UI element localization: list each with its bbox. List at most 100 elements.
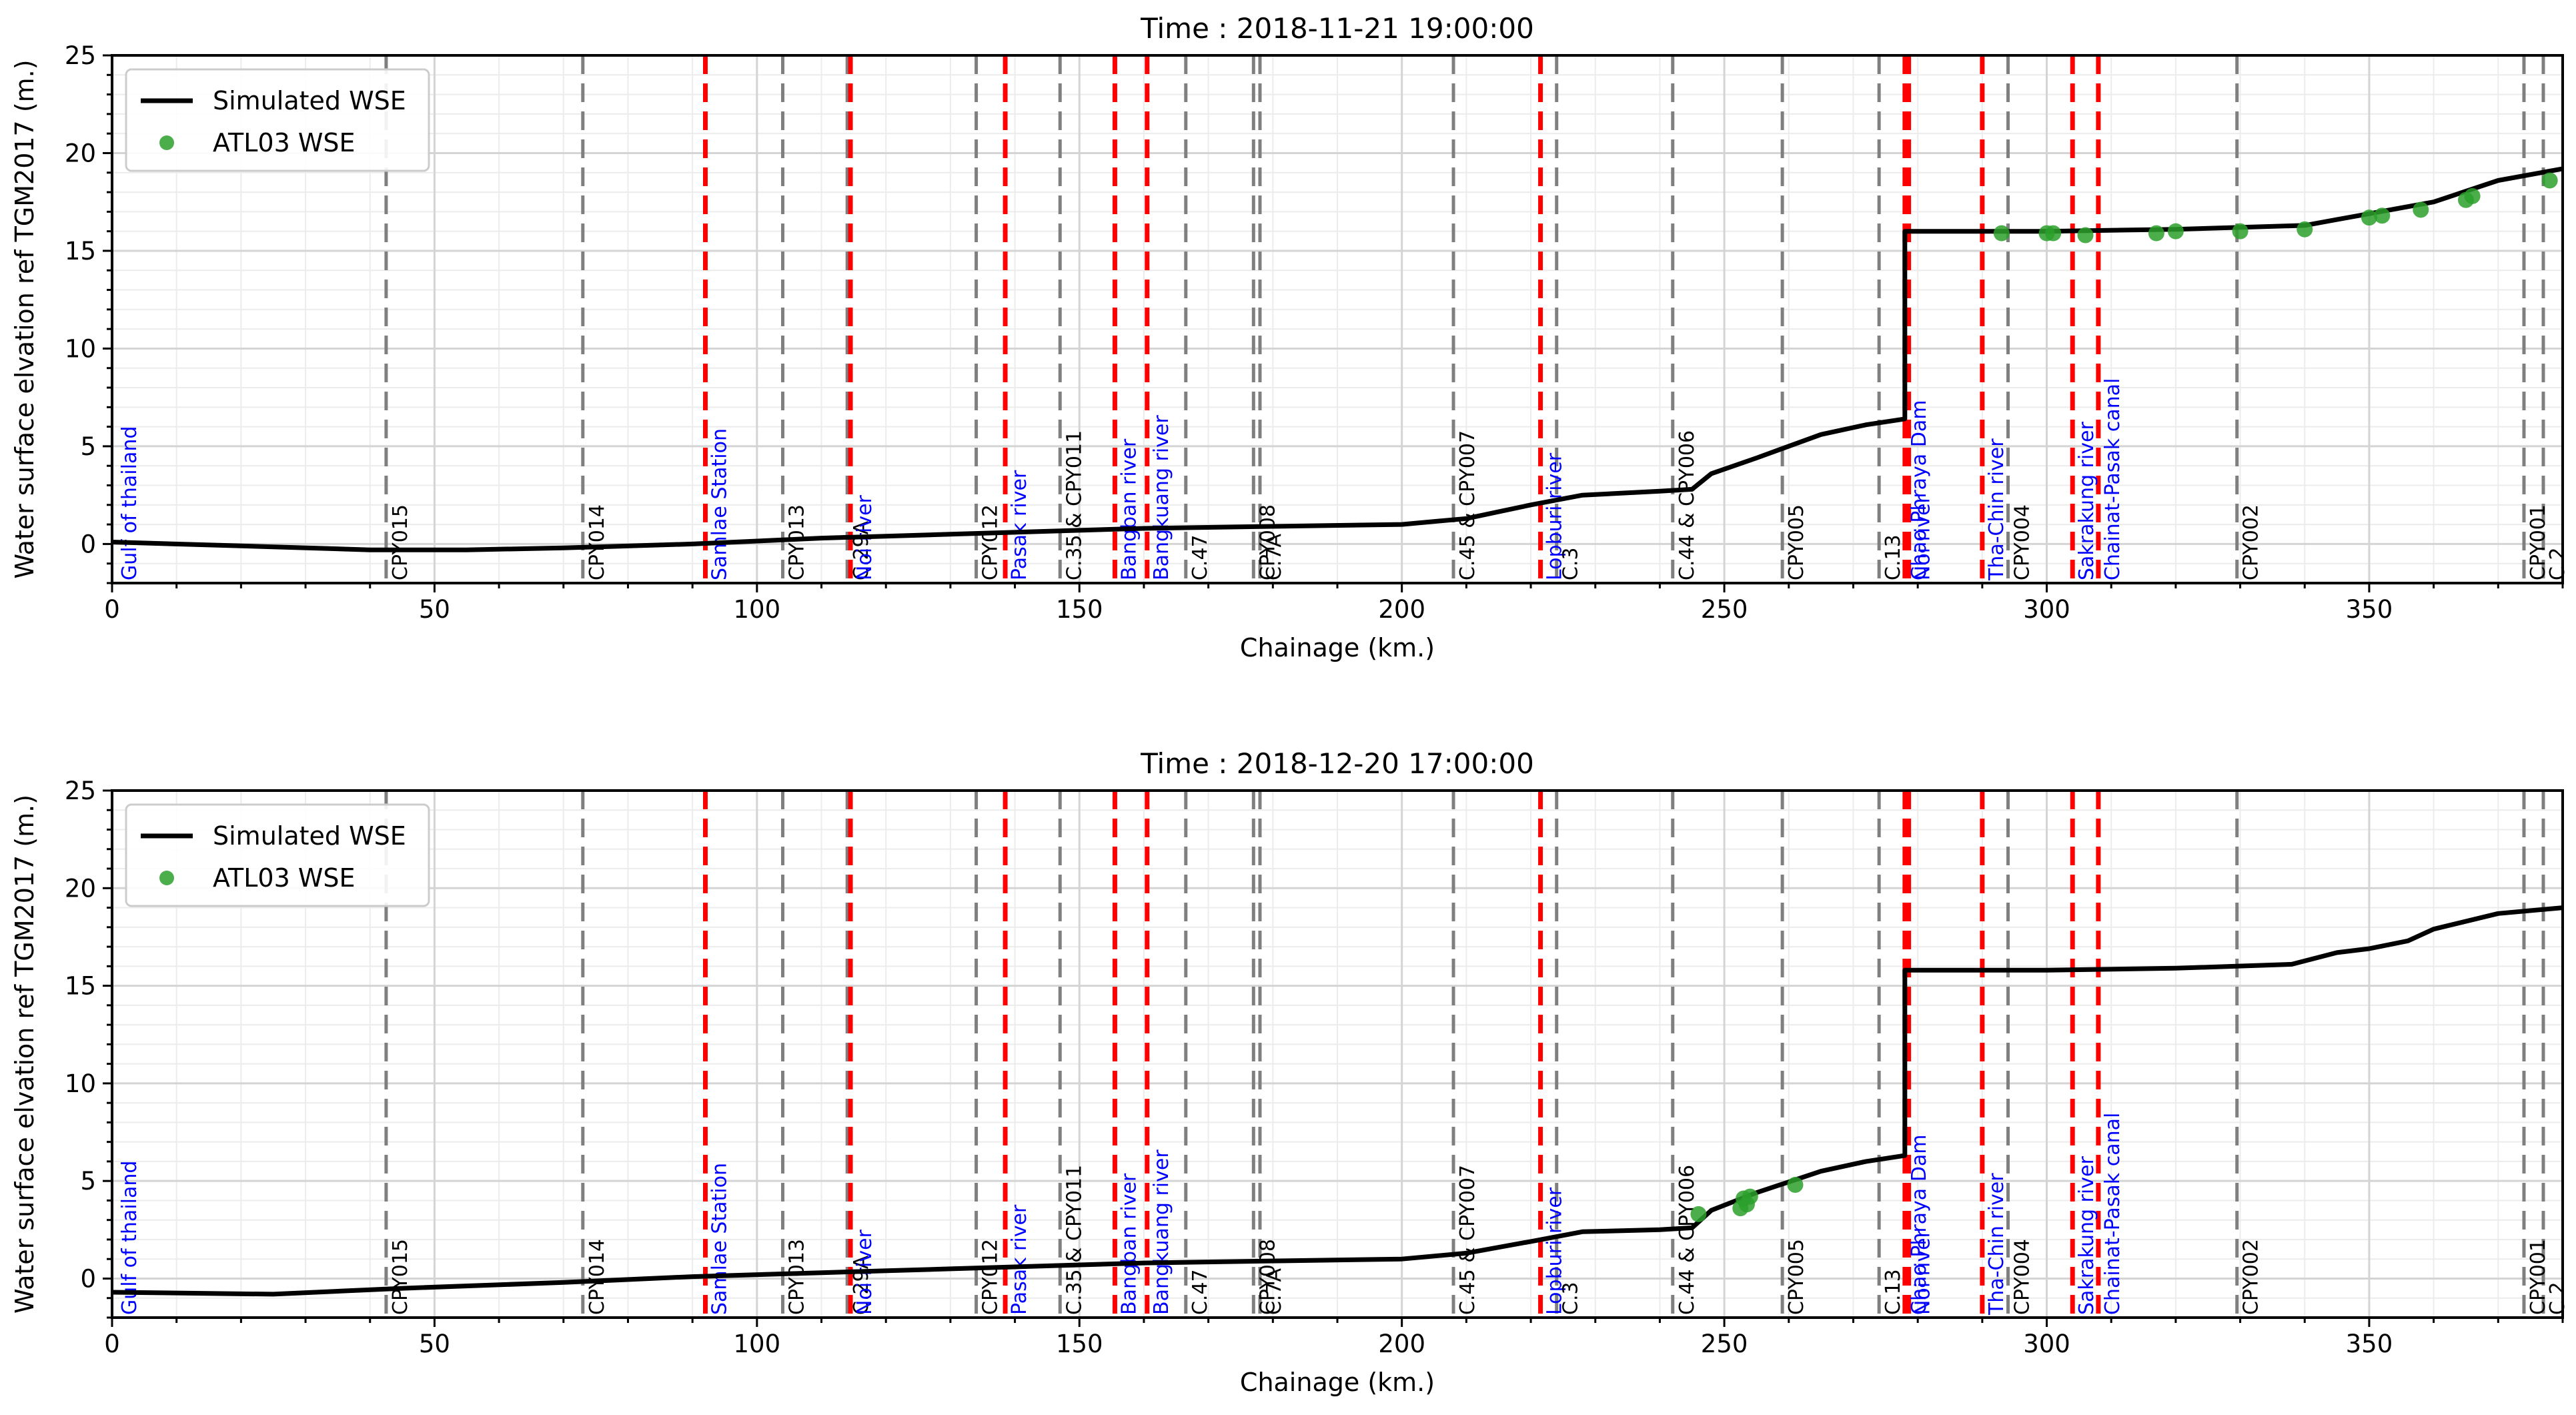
reference-label: CPY012 bbox=[979, 1239, 1003, 1315]
legend-point-swatch bbox=[159, 871, 174, 885]
reference-label: CPY015 bbox=[389, 1239, 412, 1315]
reference-label: C.44 & CPY006 bbox=[1676, 1165, 1699, 1315]
reference-label: CPY008 bbox=[1256, 1239, 1279, 1315]
reference-label: Chao Phraya Dam bbox=[1908, 1135, 1931, 1315]
reference-label: CPY008 bbox=[1256, 504, 1279, 580]
legend-point-swatch bbox=[159, 135, 174, 150]
reference-label: C.29A bbox=[850, 1255, 873, 1315]
y-tick-label: 25 bbox=[65, 41, 96, 70]
atl03-point bbox=[2297, 221, 2313, 238]
reference-label: Gulf of thailand bbox=[118, 1161, 141, 1315]
x-axis-label: Chainage (km.) bbox=[1240, 1368, 1435, 1397]
atl03-point bbox=[1690, 1206, 1707, 1222]
atl03-point bbox=[2077, 227, 2094, 244]
atl03-point bbox=[2232, 223, 2248, 240]
x-tick-label: 350 bbox=[2346, 595, 2393, 624]
atl03-point bbox=[2541, 172, 2558, 189]
x-tick-label: 150 bbox=[1056, 1330, 1103, 1358]
x-tick-label: 300 bbox=[2023, 595, 2070, 624]
legend-label: Simulated WSE bbox=[213, 821, 406, 851]
reference-label: CPY005 bbox=[1785, 1239, 1808, 1315]
y-tick-label: 25 bbox=[65, 777, 96, 805]
reference-label: Noi river bbox=[1912, 1229, 1935, 1315]
reference-label: C.45 & CPY007 bbox=[1456, 430, 1479, 580]
x-tick-label: 350 bbox=[2346, 1330, 2393, 1358]
reference-label: C.2 bbox=[2546, 1282, 2569, 1315]
atl03-point bbox=[2167, 223, 2184, 240]
y-axis-label: Water surface elvation ref TGM2017 (m.) bbox=[10, 59, 39, 578]
y-tick-label: 5 bbox=[80, 432, 96, 461]
legend-label: ATL03 WSE bbox=[213, 863, 356, 893]
atl03-point bbox=[2413, 201, 2429, 218]
chart-title: Time : 2018-12-20 17:00:00 bbox=[1140, 747, 1534, 780]
reference-label: Pasak river bbox=[1008, 470, 1031, 580]
reference-label: Bangkuang river bbox=[1150, 415, 1173, 580]
x-tick-label: 150 bbox=[1056, 595, 1103, 624]
x-tick-label: 0 bbox=[104, 595, 120, 624]
reference-label: C.3 bbox=[1559, 547, 1583, 580]
reference-label: CPY002 bbox=[2240, 504, 2263, 580]
chart-title: Time : 2018-11-21 19:00:00 bbox=[1140, 12, 1534, 45]
reference-label: Chao Phraya Dam bbox=[1908, 400, 1931, 580]
reference-label: C.47 bbox=[1189, 1269, 1212, 1315]
legend: Simulated WSE ATL03 WSE bbox=[125, 68, 430, 172]
x-tick-label: 200 bbox=[1378, 595, 1425, 624]
reference-label: Sakrakung river bbox=[2075, 422, 2098, 580]
x-tick-label: 300 bbox=[2023, 1330, 2070, 1358]
subplot-2: Gulf of thailand CPY015 CPY014 Samlae Stati… bbox=[10, 747, 2569, 1397]
y-tick-label: 15 bbox=[65, 972, 96, 1001]
reference-label: CPY001 bbox=[2527, 504, 2550, 580]
reference-label: Tha-Chin river bbox=[1985, 438, 2008, 581]
x-tick-label: 250 bbox=[1701, 595, 1748, 624]
x-tick-label: 0 bbox=[104, 1330, 120, 1358]
reference-label: C.29A bbox=[850, 520, 873, 580]
reference-label: CPY014 bbox=[586, 504, 609, 580]
reference-label: CPY014 bbox=[586, 1239, 609, 1315]
legend-box bbox=[125, 68, 430, 172]
reference-label: C.3 bbox=[1559, 1282, 1583, 1315]
x-tick-label: 100 bbox=[734, 595, 781, 624]
atl03-point bbox=[2361, 209, 2377, 226]
reference-label: C.35 & CPY011 bbox=[1063, 1165, 1086, 1315]
legend-label: ATL03 WSE bbox=[213, 128, 356, 157]
reference-label: CPY013 bbox=[786, 1239, 809, 1315]
y-tick-label: 20 bbox=[65, 874, 96, 903]
reference-label: CPY004 bbox=[2011, 504, 2034, 580]
y-tick-label: 5 bbox=[80, 1167, 96, 1196]
y-tick-label: 10 bbox=[65, 1069, 96, 1098]
reference-label: Samlae Station bbox=[708, 1163, 731, 1315]
atl03-point bbox=[1787, 1177, 1804, 1194]
y-tick-label: 0 bbox=[80, 530, 96, 558]
atl03-point bbox=[2148, 225, 2164, 242]
y-tick-label: 10 bbox=[65, 334, 96, 363]
reference-label: CPY013 bbox=[786, 504, 809, 580]
x-tick-label: 250 bbox=[1701, 1330, 1748, 1358]
atl03-point bbox=[2464, 187, 2481, 204]
reference-label: Sakrakung river bbox=[2075, 1156, 2098, 1315]
reference-label: C.44 & CPY006 bbox=[1676, 430, 1699, 580]
reference-label: C.35 & CPY011 bbox=[1063, 430, 1086, 580]
y-tick-label: 15 bbox=[65, 237, 96, 266]
ticks bbox=[103, 54, 2564, 592]
y-tick-label: 0 bbox=[80, 1264, 96, 1293]
ticks bbox=[103, 789, 2564, 1327]
y-tick-label: 20 bbox=[65, 139, 96, 167]
reference-label: Bangkuang river bbox=[1150, 1149, 1173, 1315]
reference-label: Noi river bbox=[1912, 494, 1935, 580]
reference-label: CPY015 bbox=[389, 504, 412, 580]
atl03-points bbox=[1993, 172, 2558, 244]
reference-label: Lopburi river bbox=[1543, 1187, 1567, 1315]
x-tick-label: 50 bbox=[419, 1330, 450, 1358]
reference-label: CPY004 bbox=[2011, 1239, 2034, 1315]
reference-label: Chainat-Pasak canal bbox=[2101, 378, 2124, 580]
reference-label: Samlae Station bbox=[708, 428, 731, 580]
y-axis-label: Water surface elvation ref TGM2017 (m.) bbox=[10, 795, 39, 1314]
x-tick-label: 50 bbox=[419, 595, 450, 624]
reference-label: Gulf of thailand bbox=[118, 426, 141, 580]
reference-label: CPY012 bbox=[979, 504, 1003, 580]
legend-label: Simulated WSE bbox=[213, 86, 406, 115]
atl03-point bbox=[2045, 225, 2062, 242]
reference-label: Pasak river bbox=[1008, 1204, 1031, 1315]
reference-label: C.47 bbox=[1189, 534, 1212, 580]
